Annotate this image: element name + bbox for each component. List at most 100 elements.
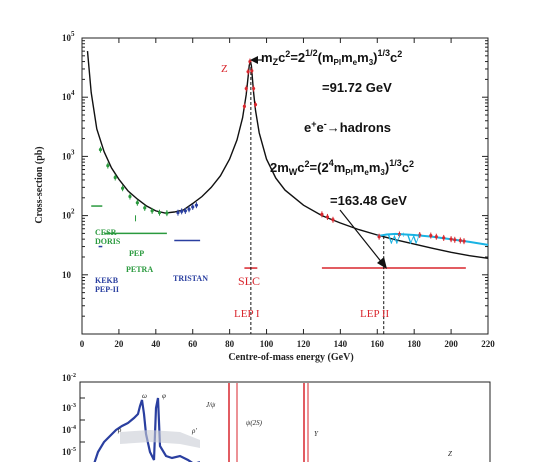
data-point-green-2 — [113, 175, 117, 180]
data-point-red-17 — [453, 238, 457, 242]
x-tick-label-0: 0 — [80, 339, 85, 349]
mw-arrow — [339, 209, 387, 269]
data-point-blue-5 — [194, 203, 199, 207]
data-point-green-7 — [150, 209, 154, 213]
psi2s-label: ψ(2S) — [246, 419, 263, 427]
data-point-blue-0 — [176, 211, 180, 215]
y-ticks-2 — [80, 397, 85, 443]
kekb-label: KEKB — [95, 276, 119, 285]
data-point-red-14 — [434, 235, 438, 239]
data-point-red-6 — [253, 102, 258, 107]
slc-label: SLC — [238, 274, 260, 288]
omega-label: ω — [142, 392, 147, 400]
data-point-red-15 — [442, 236, 446, 240]
data-point-blue-1 — [180, 209, 184, 213]
pep-label: PEP — [129, 249, 144, 258]
y-axis-label: Cross-section (pb) — [34, 146, 45, 223]
lep2-label: LEP II — [360, 308, 390, 320]
data-point-red-12 — [418, 233, 422, 237]
data-point-red-18 — [458, 238, 462, 243]
data-point-green-9 — [165, 211, 169, 215]
petra-label: PETRA — [126, 265, 153, 274]
y-tick-label-2-2: 10-4 — [62, 425, 76, 435]
plot-frame-2 — [79, 381, 491, 462]
data-point-blue-4 — [191, 205, 195, 209]
data-point-red-2 — [246, 70, 250, 74]
data-point-green-4 — [128, 194, 132, 199]
x-axis-label: Centre-of-mass energy (GeV) — [228, 352, 353, 363]
x-tick-label-11: 220 — [481, 339, 495, 349]
x-tick-label-8: 160 — [371, 339, 385, 349]
low-energy-chart: 10-2 10-3 10-4 10-5 ω φ ρ ρ' J/ψ ψ(2S) Υ… — [62, 373, 491, 462]
series-line-0 — [86, 51, 489, 259]
data-point-blue-2 — [183, 209, 187, 213]
tristan-label: TRISTAN — [173, 274, 208, 283]
x-tick-label-9: 180 — [407, 339, 421, 349]
mz-arrow — [250, 56, 262, 64]
y-tick-label-0: 105 — [62, 30, 75, 43]
x-tick-label-5: 100 — [260, 339, 274, 349]
y-tick-label-2-3: 10-5 — [62, 447, 76, 457]
mz-value: =91.72 GeV — [322, 80, 392, 95]
mw-formula: 2mWc2=(24mPlmem3)1/3c2 — [270, 158, 414, 177]
y-tick-label-2: 103 — [62, 148, 75, 161]
ww-label: W+W- — [387, 230, 423, 248]
lep1-label: LEP I — [234, 308, 260, 320]
upsilon-label: Υ — [314, 430, 319, 438]
z-peak-label: Z — [221, 63, 228, 75]
data-point-green-0 — [98, 148, 103, 152]
x-tick-labels: 0 20 40 60 80 100 120 140 160 180 200 220 — [80, 339, 496, 349]
x-tick-label-7: 140 — [334, 339, 348, 349]
mz-formula: mZc2=21/2(mPlmem3)1/3c2 — [261, 48, 402, 67]
doris-label: DORIS — [95, 237, 121, 246]
x-tick-label-4: 80 — [225, 339, 235, 349]
data-point-red-9 — [331, 218, 335, 222]
x-tick-label-3: 60 — [188, 339, 198, 349]
y-tick-labels: 105 104 103 102 10 — [62, 30, 75, 280]
x-tick-label-1: 20 — [114, 339, 124, 349]
data-point-green-3 — [121, 186, 125, 190]
phi-label: φ — [162, 392, 166, 400]
data-point-red-13 — [429, 233, 433, 238]
curve-layer — [86, 51, 489, 259]
jpsi-label: J/ψ — [206, 401, 216, 409]
rho-label: ρ — [117, 426, 122, 434]
low-energy-gray-band — [120, 430, 200, 448]
pep2-label: PEP-II — [95, 285, 119, 294]
data-point-red-10 — [377, 235, 381, 239]
y-tick-label-1: 104 — [62, 89, 75, 102]
data-point-blue-3 — [187, 207, 191, 211]
rho2-label: ρ' — [191, 427, 197, 435]
x-tick-label-10: 200 — [444, 339, 458, 349]
mw-value: =163.48 GeV — [330, 193, 407, 208]
grid-ticks — [81, 37, 489, 334]
ee-hadrons: e+e-→hadrons — [304, 119, 391, 135]
data-point-layer — [98, 58, 466, 245]
data-point-red-5 — [252, 86, 256, 91]
y-tick-label-2-0: 10-2 — [62, 373, 76, 383]
data-point-green-5 — [135, 201, 139, 205]
cesr-label: CESR — [95, 228, 117, 237]
data-point-green-6 — [143, 206, 147, 210]
data-point-red-0 — [242, 104, 246, 108]
cross-section-chart: 0 20 40 60 80 100 120 140 160 180 200 220 105 104 103… — [34, 30, 495, 363]
x-tick-label-6: 120 — [297, 339, 311, 349]
y-tick-label-2-1: 10-3 — [62, 403, 76, 413]
data-point-green-8 — [157, 211, 162, 215]
data-point-red-11 — [397, 232, 402, 237]
data-point-red-7 — [320, 212, 324, 216]
data-point-red-8 — [325, 215, 330, 219]
marker-lines — [250, 62, 385, 334]
series-line-1 — [377, 232, 489, 246]
y-tick-label-3: 102 — [62, 208, 75, 221]
plot-frame — [81, 37, 489, 335]
data-point-red-19 — [462, 239, 466, 243]
data-point-red-1 — [244, 86, 248, 91]
data-point-red-16 — [449, 237, 453, 241]
y-tick-label-4: 10 — [62, 270, 72, 280]
y-tick-labels-2: 10-2 10-3 10-4 10-5 — [62, 373, 76, 457]
data-point-green-1 — [106, 163, 110, 168]
z-label-2: Z — [448, 450, 452, 458]
low-energy-curve — [93, 397, 200, 462]
